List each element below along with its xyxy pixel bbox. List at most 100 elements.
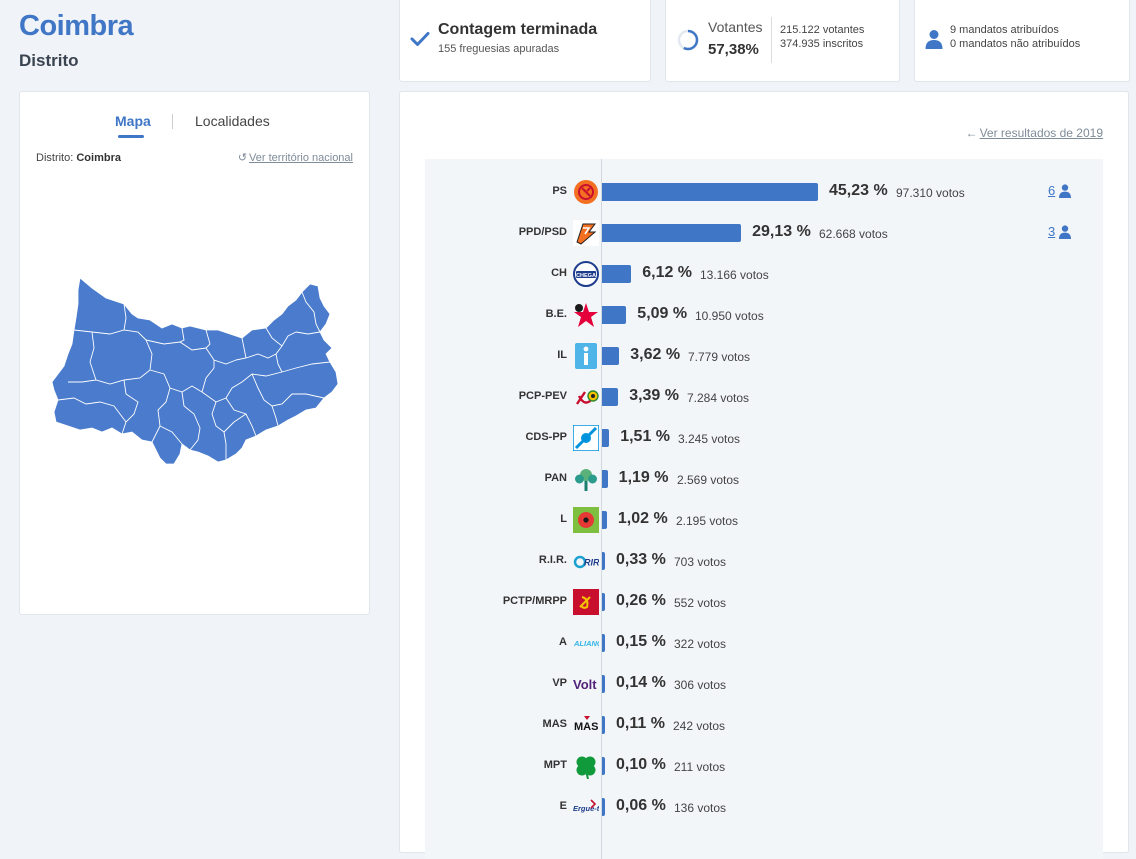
person-icon (1059, 184, 1071, 198)
party-votes: 306 votos (674, 678, 727, 692)
party-votes: 136 votos (674, 801, 727, 815)
national-territory-link[interactable]: ↺ Ver território nacional (238, 151, 353, 164)
party-votes: 703 votos (674, 555, 727, 569)
parishes-counted: 155 freguesias apuradas (438, 43, 560, 55)
svg-text:CHEGA: CHEGA (576, 273, 596, 279)
party-name: B.E. (545, 308, 567, 320)
result-bar[interactable] (602, 593, 605, 611)
party-row: CDS-PP 1,51 % 3.245 votos (425, 423, 1103, 453)
result-bar[interactable] (602, 470, 608, 488)
result-bar[interactable] (602, 675, 605, 693)
turnout-label: Votantes (708, 19, 763, 35)
party-votes: 211 votos (674, 760, 726, 774)
party-votes: 2.569 votos (677, 473, 740, 487)
party-votes: 3.245 votos (678, 432, 741, 446)
party-name: MPT (543, 759, 567, 771)
party-name: E (559, 800, 567, 812)
previous-results-link[interactable]: ← Ver resultados de 2019 (966, 126, 1103, 140)
result-bar[interactable] (602, 306, 627, 324)
result-bar[interactable] (602, 757, 605, 775)
pan-logo-icon (575, 469, 597, 491)
party-percent: 1,51 % (620, 428, 671, 445)
results-panel: ← Ver resultados de 2019 PS 45,23 % 97.310 … (399, 91, 1129, 859)
party-percent: 0,06 % (616, 797, 666, 814)
district-value: Coimbra (76, 152, 121, 164)
svg-text:MAS: MAS (574, 721, 598, 733)
results-chart (425, 159, 1103, 859)
svg-text:Volt: Volt (573, 677, 597, 692)
party-row: PS 45,23 % 97.310 votos 6 (425, 177, 1103, 207)
psd-logo-icon (573, 220, 599, 246)
party-row: IL 3,62 % 7.779 votos (425, 341, 1103, 371)
tab-map[interactable]: Mapa (115, 113, 151, 129)
count-status-card: Contagem terminada 155 freguesias apurad… (399, 0, 651, 82)
turnout-card: Votantes 57,38% 215.122 votantes 374.935… (665, 0, 900, 82)
il-logo-icon (575, 343, 597, 369)
party-votes: 13.166 votos (700, 268, 769, 282)
checkmark-icon (410, 32, 430, 46)
party-name: PS (552, 185, 567, 197)
party-row: PAN 1,19 % 2.569 votos (425, 464, 1103, 494)
party-seats-link[interactable]: 6 (1048, 183, 1056, 198)
result-bar[interactable] (602, 224, 742, 242)
tab-localities[interactable]: Localidades (195, 113, 270, 129)
party-name: A (559, 636, 567, 648)
result-bar[interactable] (602, 183, 818, 201)
party-row: R.I.R. RIR 0,33 % 703 votos (425, 546, 1103, 576)
party-row: B.E. 5,09 % 10.950 votos (425, 300, 1103, 330)
party-seats-link[interactable]: 3 (1048, 224, 1056, 239)
district-subtitle: Distrito (19, 51, 79, 70)
svg-text:RIR: RIR (584, 558, 599, 568)
party-name: MAS (542, 718, 567, 730)
result-bar[interactable] (602, 511, 607, 529)
party-percent: 5,09 % (637, 305, 688, 322)
seats-assigned: 9 mandatos atribuídos (950, 24, 1059, 36)
result-bar[interactable] (602, 347, 620, 365)
party-name: PAN (544, 472, 567, 484)
district-label: Distrito: (36, 152, 74, 164)
rir-logo-icon: RIR (573, 555, 599, 569)
result-bar[interactable] (602, 716, 605, 734)
party-percent: 1,19 % (618, 469, 669, 486)
party-votes: 97.310 votos (896, 186, 965, 200)
ps-logo-icon (574, 180, 598, 204)
party-percent: 0,26 % (616, 592, 666, 609)
cds-logo-icon (573, 425, 599, 451)
seats-card: 9 mandatos atribuídos 0 mandatos não atr… (914, 0, 1130, 82)
party-percent: 3,62 % (630, 346, 681, 363)
person-icon (925, 30, 943, 49)
arrow-left-icon: ← (965, 126, 978, 140)
party-row: MAS MAS 0,11 % 242 votos (425, 710, 1103, 740)
party-percent: 0,11 % (616, 715, 665, 732)
chega-logo-icon: CHEGA (573, 261, 599, 287)
party-row: PPD/PSD 29,13 % 62.668 votos 3 (425, 218, 1103, 248)
svg-text:Ergue-te: Ergue-te (573, 804, 599, 813)
party-name: VP (552, 677, 567, 689)
be-logo-icon (574, 303, 598, 327)
result-bar[interactable] (602, 265, 632, 283)
livre-logo-icon (573, 507, 599, 533)
result-bar[interactable] (602, 429, 610, 447)
tab-divider (172, 114, 173, 129)
result-bar[interactable] (602, 634, 605, 652)
party-votes: 7.284 votos (687, 391, 750, 405)
party-row: MPT 0,10 % 211 votos (425, 751, 1103, 781)
party-row: E Ergue-te 0,06 % 136 votos (425, 792, 1103, 822)
result-bar[interactable] (602, 798, 605, 816)
district-map-shape[interactable] (51, 277, 339, 465)
result-bar[interactable] (602, 552, 605, 570)
party-name: R.I.R. (538, 554, 567, 566)
party-votes: 10.950 votos (695, 309, 764, 323)
district-map[interactable] (50, 272, 340, 472)
party-row: PCP-PEV 3,39 % 7.284 votos (425, 382, 1103, 412)
national-link-label: Ver território nacional (249, 152, 353, 164)
volt-logo-icon: Volt (573, 677, 597, 692)
turnout-percent: 57,38% (708, 41, 759, 58)
municipality-borders (57, 291, 331, 460)
party-row: CH CHEGA 6,12 % 13.166 votos (425, 259, 1103, 289)
result-bar[interactable] (602, 388, 619, 406)
district-breadcrumb: Distrito: Coimbra (36, 152, 121, 164)
map-panel: Mapa Localidades Distrito: Coimbra ↺ Ver … (19, 91, 370, 615)
party-votes: 7.779 votos (688, 350, 751, 364)
party-row: L 1,02 % 2.195 votos (425, 505, 1103, 535)
